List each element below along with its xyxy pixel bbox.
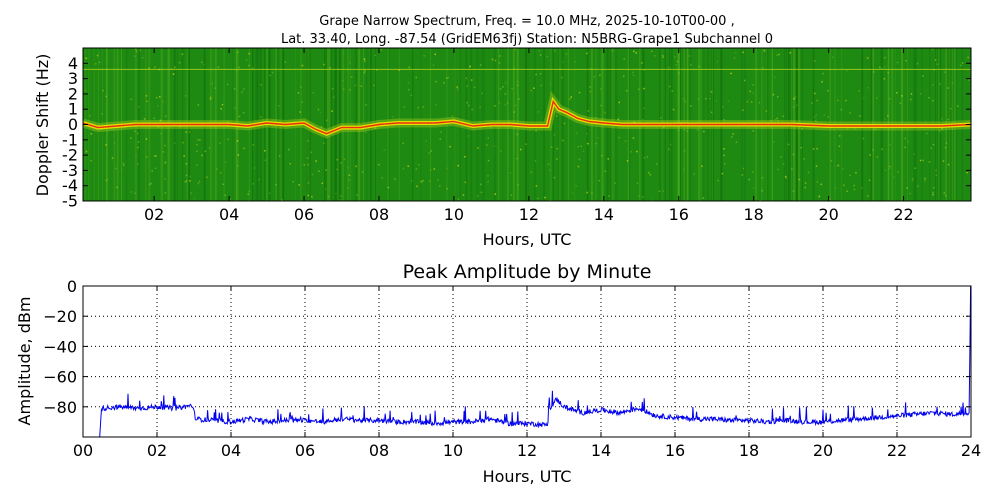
x-tick-label: 22 — [887, 441, 907, 460]
x-tick-label: 20 — [818, 205, 838, 224]
x-tick-label: 08 — [369, 205, 389, 224]
spectrogram-y-label: Doppler Shift (Hz) — [33, 54, 52, 197]
x-tick-label: 00 — [73, 441, 93, 460]
x-tick-label: 06 — [294, 205, 314, 224]
y-tick-label: 1 — [68, 100, 78, 119]
doppler-trace-peak — [83, 99, 971, 135]
y-tick-label: -5 — [62, 192, 78, 211]
x-tick-label: 16 — [669, 205, 689, 224]
x-tick-label: 08 — [369, 441, 389, 460]
x-tick-label: 20 — [813, 441, 833, 460]
x-tick-label: 24 — [961, 441, 981, 460]
doppler-trace — [83, 90, 971, 139]
x-tick-label: 10 — [444, 205, 464, 224]
y-tick-label: −20 — [43, 307, 77, 326]
y-tick-label: 0 — [68, 115, 78, 134]
x-tick-label: 06 — [295, 441, 315, 460]
y-tick-label: −60 — [43, 368, 77, 387]
y-tick-label: 0 — [67, 277, 77, 296]
amplitude-line — [83, 286, 971, 437]
x-tick-label: 10 — [443, 441, 463, 460]
y-tick-label: −40 — [43, 337, 77, 356]
amplitude-series — [83, 286, 971, 437]
y-tick-label: 3 — [68, 69, 78, 88]
y-tick-label: 4 — [68, 54, 78, 73]
y-tick-label: 2 — [68, 84, 78, 103]
chart-title-line1: Grape Narrow Spectrum, Freq. = 10.0 MHz,… — [319, 14, 734, 29]
x-tick-label: 16 — [665, 441, 685, 460]
amplitude-x-label: Hours, UTC — [483, 467, 572, 486]
x-tick-label: 04 — [219, 205, 239, 224]
y-tick-label: -4 — [62, 176, 78, 195]
x-tick-label: 12 — [517, 441, 537, 460]
x-tick-label: 02 — [147, 441, 167, 460]
x-tick-label: 14 — [591, 441, 611, 460]
spectrogram-x-ticks: 02 04 06 08 10 12 14 16 18 20 22 — [144, 48, 914, 224]
y-tick-label: -3 — [62, 161, 78, 180]
amplitude-grid — [83, 286, 971, 437]
x-tick-label: 22 — [893, 205, 913, 224]
x-tick-label: 02 — [144, 205, 164, 224]
y-tick-label: -1 — [62, 130, 78, 149]
amplitude-x-ticks: 00 02 04 06 08 10 12 14 16 18 20 22 24 — [73, 286, 981, 460]
amplitude-y-label: Amplitude, dBm — [15, 297, 34, 426]
amplitude-chart-title: Peak Amplitude by Minute — [403, 261, 652, 283]
chart-title-line2: Lat. 33.40, Long. -87.54 (GridEM63fj) St… — [281, 32, 773, 47]
amplitude-plot: 00 02 04 06 08 10 12 14 16 18 20 22 24 0 −20 −40 −60 −80 — [43, 277, 981, 460]
x-tick-label: 18 — [739, 441, 759, 460]
y-tick-label: −80 — [43, 398, 77, 417]
y-tick-label: -2 — [62, 146, 78, 165]
x-tick-label: 18 — [744, 205, 764, 224]
x-tick-label: 14 — [594, 205, 614, 224]
x-tick-label: 12 — [519, 205, 539, 224]
amplitude-y-ticks: 0 −20 −40 −60 −80 — [43, 277, 971, 417]
x-tick-label: 04 — [221, 441, 241, 460]
spectrogram-x-label: Hours, UTC — [483, 230, 572, 249]
